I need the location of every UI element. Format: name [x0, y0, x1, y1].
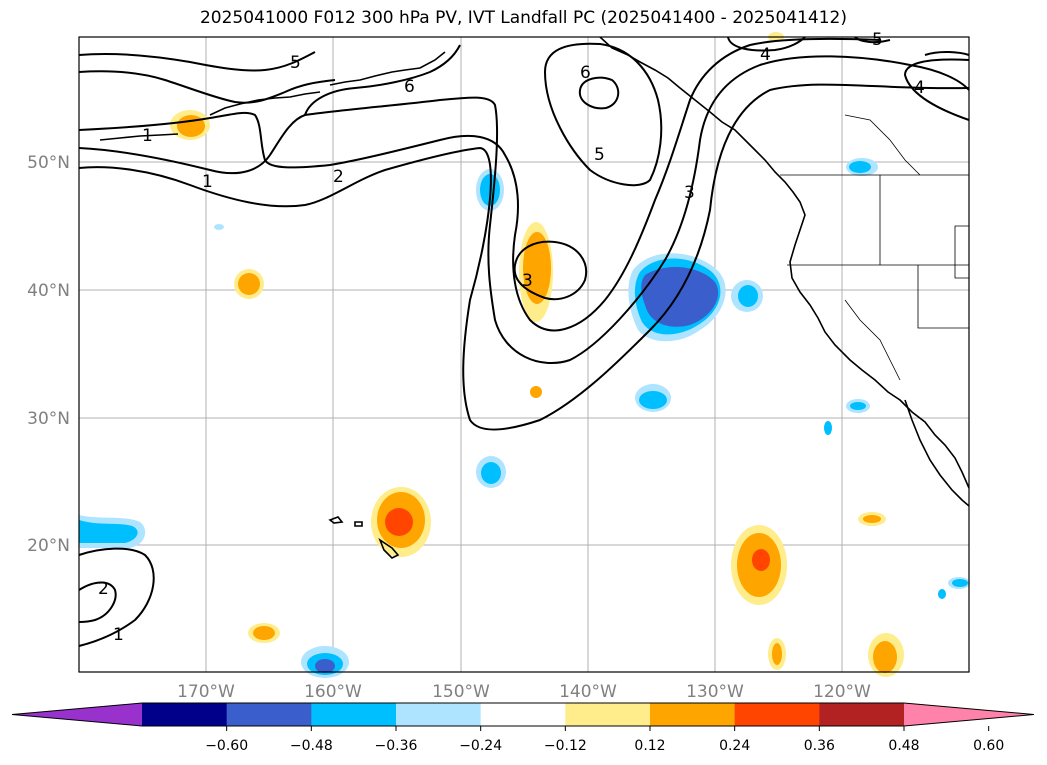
colorbar-segment	[226, 703, 312, 726]
colorbar-tick-label: −0.36	[375, 738, 418, 754]
colorbar-tick-label: −0.12	[544, 738, 587, 754]
latitude-labels: 50°N 40°N 30°N 20°N	[27, 153, 70, 556]
colorbar-segment	[396, 703, 482, 726]
lon-label: 150°W	[432, 682, 490, 702]
ivt-negative-anomalies	[79, 158, 970, 678]
lon-label: 170°W	[177, 682, 235, 702]
contour-label: 5	[594, 145, 605, 165]
contour-label: 3	[522, 271, 533, 291]
contour-label: 1	[202, 172, 213, 192]
pv-contours	[78, 36, 970, 647]
longitude-labels: 170°W 160°W 150°W 140°W 130°W 120°W	[177, 682, 871, 702]
colorbar-tick-label: −0.24	[459, 738, 502, 754]
contour-label: 5	[290, 53, 301, 73]
lat-label: 30°N	[27, 409, 70, 429]
colorbar-segment	[480, 703, 566, 726]
lon-label: 140°W	[559, 682, 617, 702]
colorbar-segment	[565, 703, 651, 726]
colorbar-segment	[311, 703, 397, 726]
contour-label: 4	[914, 78, 925, 98]
colorbar-tick-label: 0.24	[719, 738, 750, 754]
contour-label: 1	[142, 126, 153, 146]
lat-label: 20°N	[27, 536, 70, 556]
graticule	[79, 37, 969, 672]
colorbar-tick-label: −0.60	[205, 738, 248, 754]
colorbar-tick-label: 0.48	[888, 738, 919, 754]
contour-label: 5	[872, 30, 883, 50]
contour-label: 6	[580, 63, 591, 83]
borders	[780, 114, 970, 381]
colorbar-extend-low	[12, 703, 142, 726]
lat-label: 50°N	[27, 153, 70, 173]
pv-contour-labels: 1 1 2 2 3 3 4 4 5 5 6 6 5 1 2 1	[98, 30, 925, 645]
colorbar-segment	[650, 703, 736, 726]
map-frame	[78, 36, 970, 673]
map-title: 2025041000 F012 300 hPa PV, IVT Landfall…	[199, 8, 847, 28]
colorbar: −0.60 −0.48 −0.36 −0.24 −0.12 0.12 0.24 0.36 0.4…	[11, 702, 1035, 754]
contour-label: 2	[333, 167, 344, 187]
lon-label: 130°W	[686, 682, 744, 702]
lon-label: 160°W	[304, 682, 362, 702]
colorbar-outline	[11, 702, 1035, 727]
coastlines	[99, 36, 970, 559]
contour-label: 3	[684, 183, 695, 203]
colorbar-tick-label: 0.60	[973, 738, 1004, 754]
contour-label: 6	[404, 77, 415, 97]
colorbar-segment	[142, 703, 228, 726]
map-panel: 1 1 2 2 3 3 4 4 5 5 6 6 5 1 2 1	[78, 30, 970, 678]
colorbar-segment	[819, 703, 905, 726]
contour-label: 4	[760, 45, 771, 65]
colorbar-segment	[734, 703, 820, 726]
ivt-positive-anomalies	[170, 32, 904, 677]
contour-label: 1	[113, 625, 124, 645]
colorbar-tick-label: 0.36	[804, 738, 835, 754]
colorbar-extend-high	[904, 703, 1034, 726]
contour-label: 2	[98, 579, 109, 599]
lat-label: 40°N	[27, 281, 70, 301]
lon-label: 120°W	[813, 682, 871, 702]
colorbar-tick-label: 0.12	[634, 738, 665, 754]
colorbar-tick-label: −0.48	[290, 738, 333, 754]
